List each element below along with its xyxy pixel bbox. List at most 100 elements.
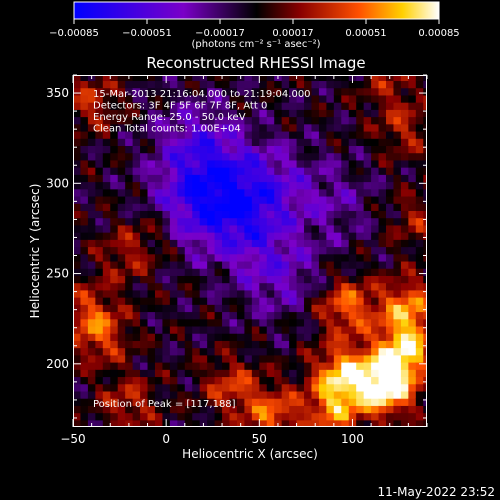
heatmap-cell	[207, 152, 216, 161]
heatmap-cell	[363, 239, 372, 248]
heatmap-cell	[140, 188, 149, 197]
heatmap-cell	[214, 94, 223, 103]
heatmap-cell	[199, 203, 208, 211]
heatmap-cell	[132, 224, 141, 233]
heatmap-cell	[132, 362, 141, 370]
heatmap-cell	[393, 224, 402, 233]
heatmap-cell	[80, 130, 89, 139]
heatmap-cell	[266, 232, 275, 240]
heatmap-cell	[371, 398, 380, 406]
heatmap-cell	[274, 159, 283, 168]
heatmap-cell	[154, 87, 164, 96]
heatmap-cell	[95, 340, 104, 349]
heatmap-cell	[386, 398, 395, 406]
heatmap-cell	[207, 275, 216, 284]
heatmap-cell	[177, 419, 186, 427]
heatmap-cell	[333, 75, 342, 82]
heatmap-cell	[356, 75, 365, 82]
heatmap-cell	[415, 412, 424, 421]
heatmap-cell	[80, 102, 89, 110]
heatmap-cell	[378, 289, 387, 298]
heatmap-cell	[154, 195, 164, 204]
heatmap-cell	[73, 383, 82, 392]
heatmap-cell	[95, 210, 104, 219]
heatmap-cell	[393, 419, 402, 427]
heatmap-cell	[378, 94, 387, 103]
heatmap-cell	[266, 347, 275, 356]
heatmap-cell	[423, 398, 427, 406]
heatmap-cell	[229, 297, 238, 305]
heatmap-cell	[333, 239, 342, 248]
heatmap-cell	[110, 246, 119, 255]
heatmap-cell	[281, 145, 290, 154]
heatmap-cell	[117, 318, 126, 327]
heatmap-cell	[140, 102, 149, 110]
heatmap-cell	[266, 145, 275, 154]
heatmap-cell	[184, 159, 193, 168]
heatmap-cell	[281, 268, 290, 276]
heatmap-cell	[154, 210, 164, 219]
heatmap-cell	[326, 369, 335, 378]
heatmap-cell	[236, 232, 246, 240]
heatmap-cell	[363, 405, 372, 414]
heatmap-cell	[289, 304, 298, 313]
heatmap-cell	[304, 195, 313, 204]
heatmap-cell	[259, 398, 268, 406]
heatmap-cell	[87, 412, 96, 421]
heatmap-cell	[326, 340, 335, 349]
heatmap-cell	[207, 282, 216, 291]
heatmap-cell	[341, 390, 350, 399]
heatmap-cell	[169, 195, 178, 204]
heatmap-cell	[296, 325, 305, 334]
heatmap-cell	[341, 130, 350, 139]
heatmap-cell	[102, 419, 111, 427]
heatmap-cell	[423, 333, 427, 341]
heatmap-cell	[386, 275, 395, 284]
heatmap-cell	[341, 376, 350, 385]
heatmap-cell	[326, 188, 335, 197]
heatmap-cell	[236, 217, 246, 226]
heatmap-cell	[408, 419, 417, 427]
heatmap-cell	[236, 297, 246, 305]
heatmap-cell	[222, 138, 231, 146]
heatmap-cell	[356, 275, 365, 284]
heatmap-cell	[110, 275, 119, 284]
heatmap-cell	[73, 419, 82, 427]
heatmap-cell	[236, 340, 246, 349]
heatmap-cell	[274, 412, 283, 421]
heatmap-cell	[177, 398, 186, 406]
heatmap-cell	[289, 102, 298, 110]
heatmap-cell	[117, 75, 126, 82]
heatmap-cell	[259, 181, 268, 190]
heatmap-cell	[117, 109, 126, 118]
heatmap-cell	[147, 282, 156, 291]
heatmap-cell	[378, 246, 387, 255]
heatmap-cell	[259, 246, 268, 255]
heatmap-cell	[147, 390, 156, 399]
heatmap-cell	[73, 94, 82, 103]
heatmap-cell	[386, 109, 395, 118]
heatmap-cell	[177, 138, 186, 146]
heatmap-cell	[154, 297, 164, 305]
heatmap-cell	[393, 405, 402, 414]
heatmap-cell	[184, 75, 193, 82]
heatmap-cell	[281, 210, 290, 219]
heatmap-cell	[318, 130, 327, 139]
heatmap-cell	[132, 195, 141, 204]
heatmap-cell	[244, 354, 253, 363]
heatmap-cell	[281, 354, 290, 363]
heatmap-cell	[80, 282, 89, 291]
heatmap-cell	[386, 167, 395, 175]
heatmap-cell	[251, 340, 260, 349]
heatmap-cell	[147, 253, 156, 262]
heatmap-cell	[147, 318, 156, 327]
heatmap-cell	[169, 340, 178, 349]
heatmap-cell	[378, 181, 387, 190]
heatmap-cell	[117, 123, 126, 132]
heatmap-cell	[147, 376, 156, 385]
heatmap-cell	[378, 383, 387, 392]
heatmap-cell	[222, 210, 231, 219]
heatmap-cell	[296, 275, 305, 284]
heatmap-cell	[199, 195, 208, 204]
heatmap-cell	[304, 138, 313, 146]
